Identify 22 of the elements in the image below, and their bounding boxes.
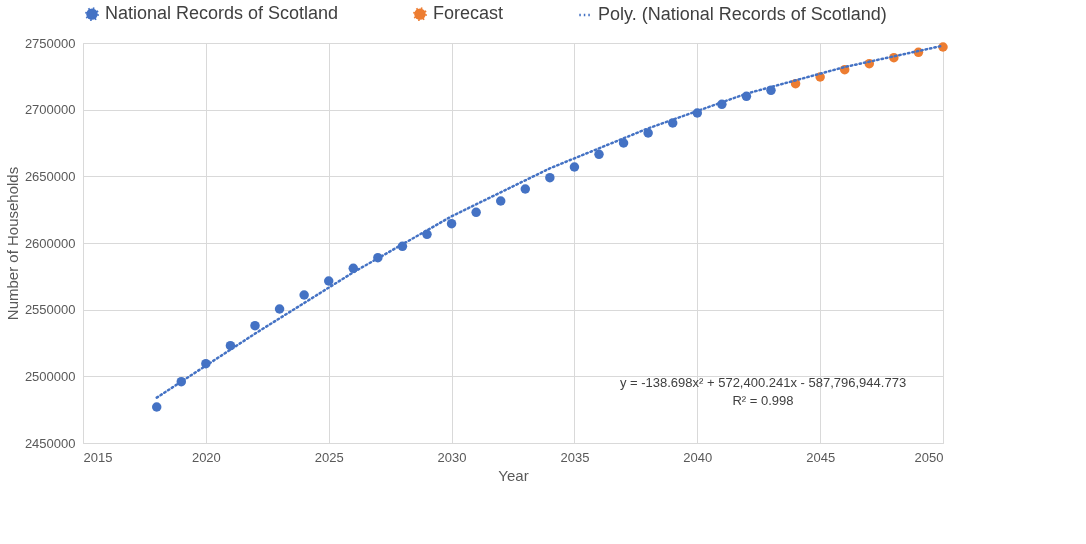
annotation: y = -138.698x² + 572,400.241x - 587,796,944.773 [619, 375, 907, 390]
x-tick-label: 2045 [806, 449, 836, 465]
x-tick-label: 2035 [560, 449, 590, 465]
y-tick-label: 2750000 [24, 35, 76, 51]
y-tick-label: 2700000 [24, 102, 76, 118]
legend-label: Forecast [433, 3, 504, 24]
x-tick-label: 2030 [437, 449, 467, 465]
y-tick-label: 2600000 [24, 235, 76, 251]
y-tick-label: 2650000 [24, 168, 76, 184]
x-tick-label: 2050 [914, 449, 944, 465]
x-tick-label: 2020 [191, 449, 221, 465]
x-axis-title: Year [498, 466, 529, 484]
x-tick-label: 2015 [83, 449, 113, 465]
x-tick-label: 2025 [314, 449, 344, 465]
legend-label: National Records of Scotland [105, 3, 339, 24]
y-tick-label: 2550000 [24, 302, 76, 318]
y-tick-label: 2450000 [24, 435, 76, 451]
annotation: R² = 0.998 [732, 393, 794, 408]
y-tick-label: 2500000 [24, 368, 76, 384]
x-tick-label: 2040 [683, 449, 713, 465]
y-axis-title: Number of Households [3, 166, 21, 321]
legend-label: Poly. (National Records of Scotland) [598, 4, 887, 24]
